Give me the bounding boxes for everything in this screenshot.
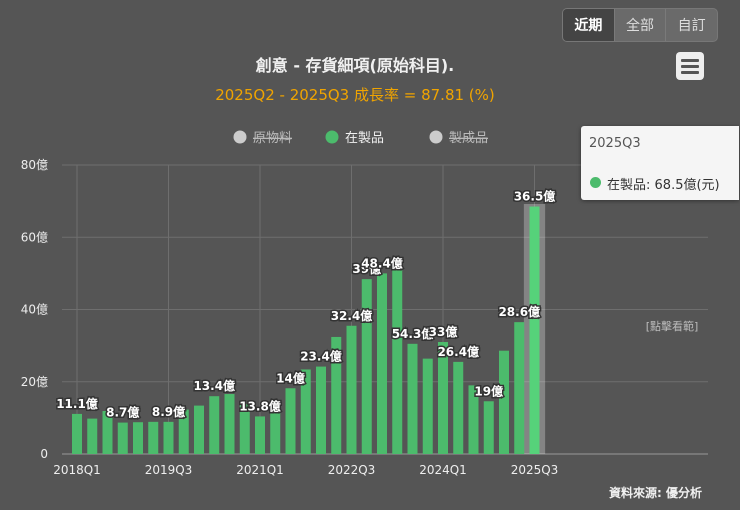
bar bbox=[178, 409, 189, 454]
tab-recent[interactable]: 近期 bbox=[563, 9, 615, 41]
data-label: 54.3億 bbox=[392, 326, 434, 341]
chart-tooltip: 2025Q3 在製品: 68.5億(元) bbox=[581, 126, 739, 200]
y-tick-label: 40億 bbox=[21, 303, 48, 317]
bar bbox=[72, 413, 82, 454]
legend-dot[interactable] bbox=[325, 130, 339, 144]
bar bbox=[285, 388, 296, 454]
x-tick-label: 2021Q1 bbox=[236, 463, 284, 477]
tooltip-series-dot bbox=[590, 177, 601, 188]
data-label: 13.4億 bbox=[193, 378, 235, 393]
y-tick-label: 80億 bbox=[21, 158, 48, 172]
data-label: 28.6億 bbox=[498, 304, 540, 319]
legend-label[interactable]: 製成品 bbox=[449, 131, 488, 146]
legend-label[interactable]: 原物料 bbox=[253, 131, 292, 146]
bar bbox=[194, 405, 204, 454]
bar bbox=[453, 361, 464, 454]
x-tick-label: 2024Q1 bbox=[419, 463, 467, 477]
chart-title: 創意 - 存貨細項(原始科目). bbox=[255, 56, 455, 75]
bar bbox=[209, 396, 220, 454]
tooltip-title: 2025Q3 bbox=[589, 136, 641, 151]
data-label: 8.7億 bbox=[106, 405, 139, 420]
bar bbox=[483, 401, 494, 454]
y-tick-label: 20億 bbox=[21, 375, 48, 389]
legend-dot[interactable] bbox=[233, 130, 247, 144]
data-label: 23.4億 bbox=[300, 349, 342, 364]
bar bbox=[255, 416, 265, 454]
data-label: 32.4億 bbox=[331, 308, 373, 323]
y-tick-label: 60億 bbox=[21, 230, 48, 244]
bar bbox=[438, 342, 448, 454]
tooltip-value-text: 68.5億(元) bbox=[654, 178, 720, 193]
data-source-credit: 資料來源: 優分析 bbox=[609, 486, 702, 500]
data-label: 39億 bbox=[352, 261, 381, 276]
bar bbox=[361, 279, 372, 454]
bar bbox=[239, 404, 250, 454]
bar bbox=[346, 325, 357, 454]
data-label: 26.4億 bbox=[437, 344, 479, 359]
data-label: 36.5億 bbox=[514, 189, 556, 204]
bar bbox=[468, 385, 479, 454]
data-label: 19億 bbox=[474, 383, 503, 398]
legend-label[interactable]: 在製品 bbox=[345, 131, 384, 146]
bar bbox=[499, 350, 509, 454]
bar bbox=[377, 273, 387, 454]
data-label: 48.4億 bbox=[361, 255, 403, 270]
x-tick-label: 2025Q3 bbox=[511, 463, 559, 477]
tooltip-series-name: 在製品 bbox=[607, 178, 647, 193]
data-label: 33億 bbox=[429, 324, 458, 339]
hamburger-menu-icon[interactable] bbox=[676, 52, 704, 80]
x-tick-label: 2019Q3 bbox=[145, 463, 193, 477]
data-label: 13.8億 bbox=[239, 398, 281, 413]
bar bbox=[102, 411, 113, 454]
legend-dot[interactable] bbox=[429, 130, 443, 144]
bar bbox=[163, 421, 174, 454]
bar bbox=[148, 421, 159, 454]
bar bbox=[407, 343, 418, 454]
bar bbox=[270, 403, 281, 454]
y-tick-label: 0 bbox=[40, 447, 48, 461]
bar bbox=[117, 422, 128, 454]
bar bbox=[514, 322, 525, 454]
data-label: 8.9億 bbox=[152, 404, 185, 419]
period-tabs: 近期 全部 自訂 bbox=[562, 8, 718, 42]
bar bbox=[87, 418, 98, 454]
bar bbox=[224, 394, 235, 454]
tab-custom[interactable]: 自訂 bbox=[677, 18, 706, 34]
data-label: 14億 bbox=[276, 370, 305, 385]
bar bbox=[392, 257, 403, 454]
x-tick-label: 2018Q1 bbox=[53, 463, 101, 477]
bar bbox=[300, 369, 311, 454]
bar bbox=[316, 366, 326, 454]
bar bbox=[529, 206, 540, 454]
tooltip-value: 在製品: 68.5億(元) bbox=[607, 178, 720, 193]
x-tick-label: 2022Q3 bbox=[328, 463, 376, 477]
bar bbox=[422, 358, 433, 454]
bar bbox=[331, 336, 342, 454]
data-label: 11.1億 bbox=[56, 396, 98, 411]
bar bbox=[133, 422, 143, 454]
range-label: [點擊看範] bbox=[646, 319, 699, 333]
tab-all[interactable]: 全部 bbox=[615, 9, 667, 41]
growth-rate-subtitle: 2025Q2 - 2025Q3 成長率 = 87.81 (%) bbox=[215, 86, 495, 104]
